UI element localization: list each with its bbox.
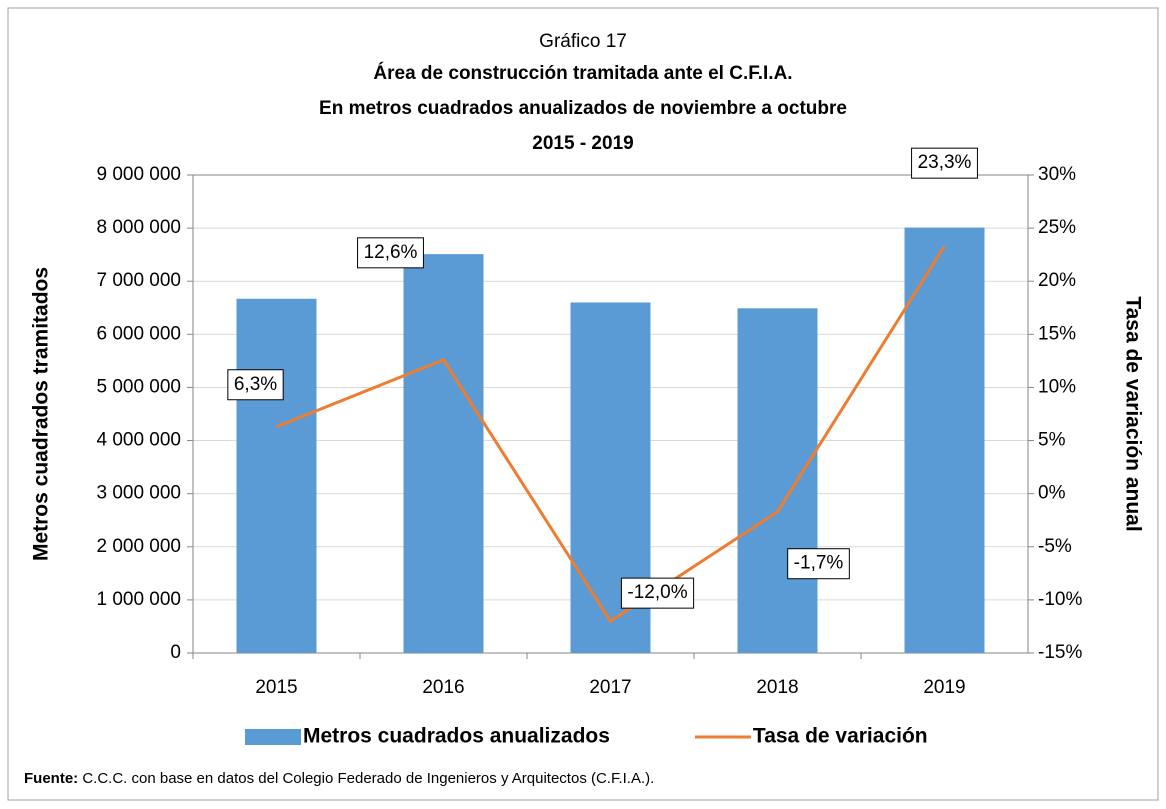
chart-subtitle: En metros cuadrados anualizados de novie… (319, 98, 847, 119)
y2-tick-label: 30% (1038, 164, 1076, 185)
data-label-box (787, 548, 850, 580)
bar (737, 308, 818, 653)
chart-subtitle: 2015 - 2019 (532, 133, 633, 154)
y2-tick-label: 25% (1038, 217, 1076, 238)
bar (904, 227, 985, 653)
y2-tick-label: 20% (1038, 270, 1076, 291)
data-label-box (357, 237, 424, 269)
y2-tick-label: 5% (1038, 430, 1066, 451)
data-label-box (911, 147, 978, 179)
chart-title: Gráfico 17 (539, 31, 627, 52)
y2-axis-title: Tasa de variación anual (1121, 296, 1144, 531)
y2-tick-label: 10% (1038, 376, 1076, 397)
data-label: 12,6% (364, 242, 418, 263)
data-label: 6,3% (234, 374, 277, 395)
y-tick-label: 0 (170, 642, 181, 663)
source-note: Fuente: C.C.C. con base en datos del Col… (24, 770, 654, 787)
y-tick-label: 1 000 000 (96, 589, 181, 610)
source-text: C.C.C. con base en datos del Colegio Fed… (82, 770, 654, 787)
bar (236, 298, 317, 653)
y2-tick-label: 15% (1038, 323, 1076, 344)
legend-swatch (245, 729, 301, 745)
data-label: -12,0% (627, 582, 687, 603)
y-tick-label: 4 000 000 (96, 430, 181, 451)
bar (403, 254, 484, 653)
y-axis-title: Metros cuadrados tramitados (30, 267, 53, 561)
data-label-box (227, 369, 284, 401)
x-tick-label: 2016 (422, 677, 464, 698)
data-label: -1,7% (794, 553, 844, 574)
legend-label: Metros cuadrados anualizados (303, 725, 610, 748)
y-tick-label: 7 000 000 (96, 270, 181, 291)
x-tick-label: 2019 (923, 677, 965, 698)
y-tick-label: 8 000 000 (96, 217, 181, 238)
y-tick-label: 6 000 000 (96, 323, 181, 344)
chart-subtitle: Área de construcción tramitada ante el C… (373, 62, 792, 84)
y-tick-label: 9 000 000 (96, 164, 181, 185)
y2-tick-label: -5% (1038, 536, 1072, 557)
x-tick-label: 2018 (756, 677, 798, 698)
y2-tick-label: -10% (1038, 589, 1082, 610)
y-tick-label: 5 000 000 (96, 376, 181, 397)
y-tick-label: 2 000 000 (96, 536, 181, 557)
source-label: Fuente: (24, 770, 78, 787)
data-label-box (620, 577, 695, 609)
x-tick-label: 2017 (589, 677, 631, 698)
data-label: 23,3% (918, 152, 972, 173)
legend-label: Tasa de variación (753, 725, 928, 748)
y2-tick-label: -15% (1038, 642, 1082, 663)
x-tick-label: 2015 (255, 677, 297, 698)
y-tick-label: 3 000 000 (96, 483, 181, 504)
line (275, 245, 946, 624)
y2-tick-label: 0% (1038, 483, 1066, 504)
